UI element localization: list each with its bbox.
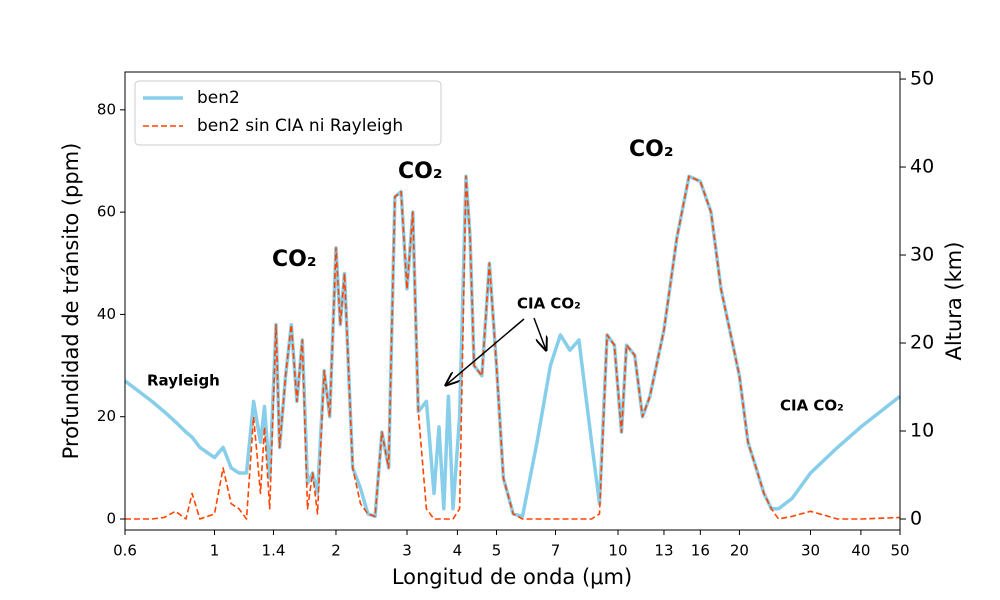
annotation-arrow [446,318,525,385]
series-line [123,174,902,519]
y2-tick-label: 50 [910,68,934,90]
y2-tick-label: 30 [910,244,934,266]
annotation: CO₂ [398,159,442,184]
legend-label: ben2 sin CIA ni Rayleigh [197,116,403,136]
x-tick-label: 2 [331,542,341,560]
y-axis-title: Profundidad de tránsito (ppm) [59,143,83,460]
y-tick-label: 0 [106,510,116,528]
annotation-arrow [533,317,546,350]
x-tick-label: 16 [691,542,710,560]
x-axis-title: Longitud de onda (μm) [392,565,632,589]
x-tick-label: 20 [730,542,749,560]
x-tick-label: 1 [210,542,220,560]
y-tick-label: 20 [97,407,116,425]
series-line [125,175,901,520]
y2-tick-label: 20 [910,332,934,354]
x-tick-label: 4 [453,542,463,560]
annotation: CO₂ [629,137,673,162]
x-tick-label: 30 [801,542,820,560]
x-tick-label: 3 [402,542,412,560]
plot-frame [124,71,901,531]
annotation: Rayleigh [147,372,220,390]
y2-tick-label: 10 [910,420,934,442]
annotation: CIA CO₂ [780,397,844,415]
x-tick-label: 10 [608,542,627,560]
y-tick-label: 80 [97,100,116,118]
legend-box [134,80,442,146]
annotation: CIA CO₂ [517,295,581,313]
legend: ben2 ben2 sin CIA ni Rayleigh [134,80,442,146]
x-tick-label: 0.6 [113,542,137,560]
y2-tick-label: 40 [910,156,934,178]
x-tick-label: 5 [492,542,502,560]
x-tick-label: 13 [654,542,673,560]
y-tick-label: 40 [97,305,116,323]
x-tick-label: 1.4 [262,542,286,560]
annotation: CO₂ [272,247,316,272]
y2-tick-label: 0 [910,508,922,530]
legend-label: ben2 [197,88,240,108]
x-tick-label: 7 [551,542,561,560]
x-tick-label: 50 [890,542,909,560]
x-tick-label: 40 [851,542,870,560]
y-tick-label: 60 [97,203,116,221]
y2-axis-title: Altura (km) [942,242,966,361]
